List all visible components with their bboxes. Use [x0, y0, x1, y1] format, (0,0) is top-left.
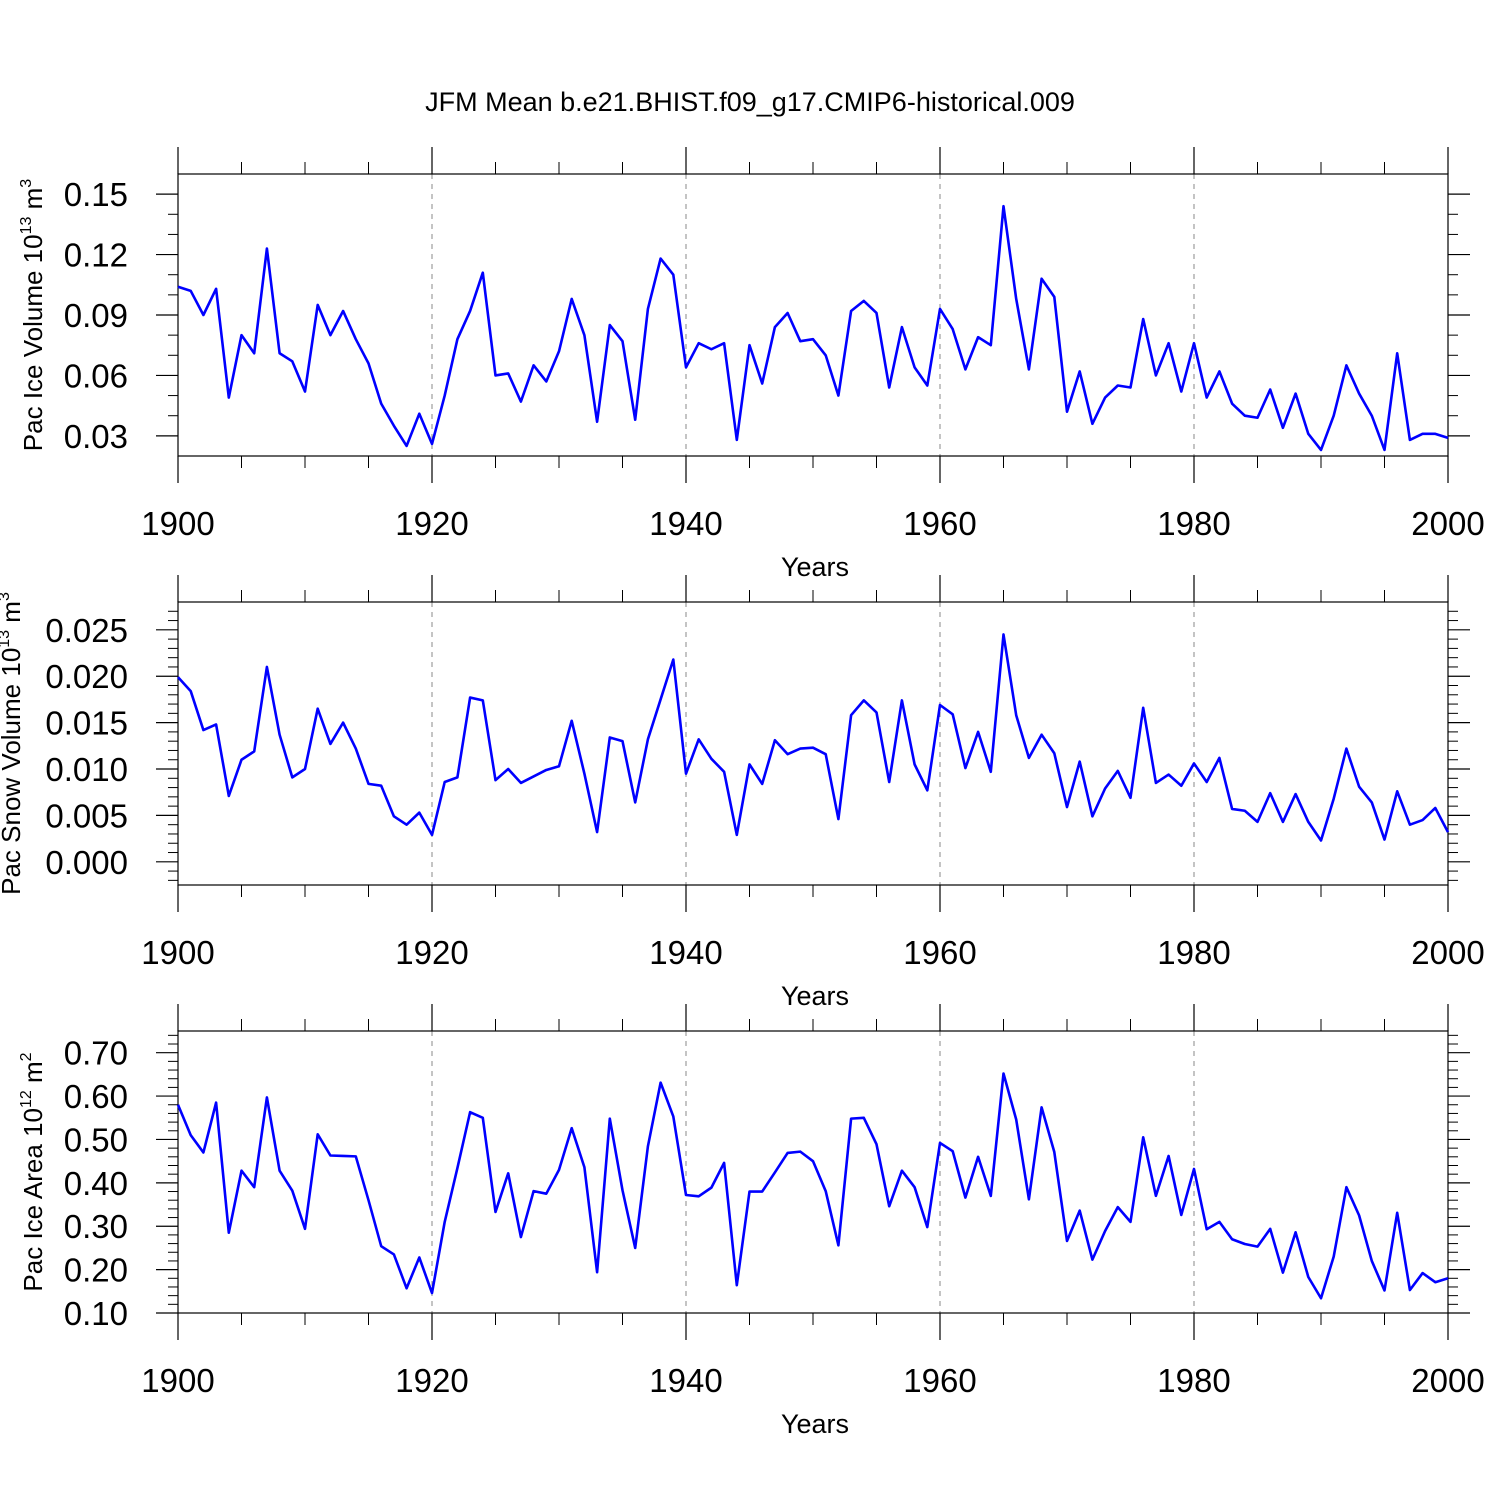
y-tick-label: 0.12	[64, 237, 128, 274]
x-tick-label: 1980	[1157, 1362, 1230, 1399]
y-tick-label: 0.06	[64, 357, 128, 394]
x-tick-label: 2000	[1411, 934, 1484, 971]
x-tick-label: 1940	[649, 1362, 722, 1399]
y-tick-label: 0.000	[45, 844, 128, 881]
x-tick-label: 1960	[903, 505, 976, 542]
x-tick-label: 1960	[903, 1362, 976, 1399]
x-axis-label: Years	[781, 1409, 849, 1439]
pac-ice-area-panel: 0.10 0.20 0.30 0.40 0.50 0.60 0.70 1900 1920 1940…	[18, 1004, 1485, 1439]
series-line	[177, 204, 1449, 452]
x-tick-label: 1980	[1157, 505, 1230, 542]
y-tick-label: 0.020	[45, 658, 128, 695]
y-tick-label: 0.005	[45, 797, 128, 834]
x-axis-label: Years	[781, 981, 849, 1011]
figure-title: JFM Mean b.e21.BHIST.f09_g17.CMIP6-histo…	[425, 87, 1075, 117]
y-axis-label: Pac Snow Volume 1013 m3	[0, 592, 26, 895]
y-tick-label: 0.15	[64, 176, 128, 213]
x-tick-label: 1920	[395, 934, 468, 971]
y-tick-label: 0.70	[64, 1035, 128, 1072]
x-tick-label: 1900	[141, 934, 214, 971]
series-line	[176, 1072, 1449, 1300]
y-axis-label: Pac Ice Volume 1013 m3	[18, 179, 48, 452]
x-axis-label: Years	[781, 552, 849, 582]
y-tick-label: 0.010	[45, 751, 128, 788]
x-tick-label: 2000	[1411, 505, 1484, 542]
y-tick-label: 0.09	[64, 297, 128, 334]
chart-panels: 0.03 0.06 0.09 0.12 0.15 1900 1920 1940 1960 1980…	[0, 147, 1485, 1439]
plot-frame	[177, 1030, 1449, 1314]
series-line	[177, 633, 1450, 842]
x-tick-label: 1920	[395, 1362, 468, 1399]
y-tick-label: 0.10	[64, 1295, 128, 1332]
plot-frame	[177, 601, 1449, 886]
x-tick-label: 2000	[1411, 1362, 1484, 1399]
x-tick-label: 1940	[649, 934, 722, 971]
y-tick-label: 0.20	[64, 1252, 128, 1289]
x-tick-label: 1940	[649, 505, 722, 542]
pac-snow-volume-panel: 0.000 0.005 0.010 0.015 0.020 0.025 1900 1920 19…	[0, 575, 1485, 1011]
x-tick-label: 1920	[395, 505, 468, 542]
pac-ice-volume-panel: 0.03 0.06 0.09 0.12 0.15 1900 1920 1940 1960 1980…	[18, 147, 1485, 582]
y-tick-label: 0.50	[64, 1121, 128, 1158]
y-tick-label: 0.40	[64, 1165, 128, 1202]
y-axis-label: Pac Ice Area 1012 m2	[18, 1052, 48, 1291]
x-tick-label: 1980	[1157, 934, 1230, 971]
y-tick-label: 0.30	[64, 1208, 128, 1245]
plot-frame	[177, 173, 1449, 457]
y-tick-label: 0.015	[45, 705, 128, 742]
y-tick-label: 0.025	[45, 612, 128, 649]
x-tick-label: 1900	[141, 505, 214, 542]
x-tick-label: 1960	[903, 934, 976, 971]
x-tick-label: 1900	[141, 1362, 214, 1399]
y-tick-label: 0.60	[64, 1078, 128, 1115]
y-tick-label: 0.03	[64, 418, 128, 455]
